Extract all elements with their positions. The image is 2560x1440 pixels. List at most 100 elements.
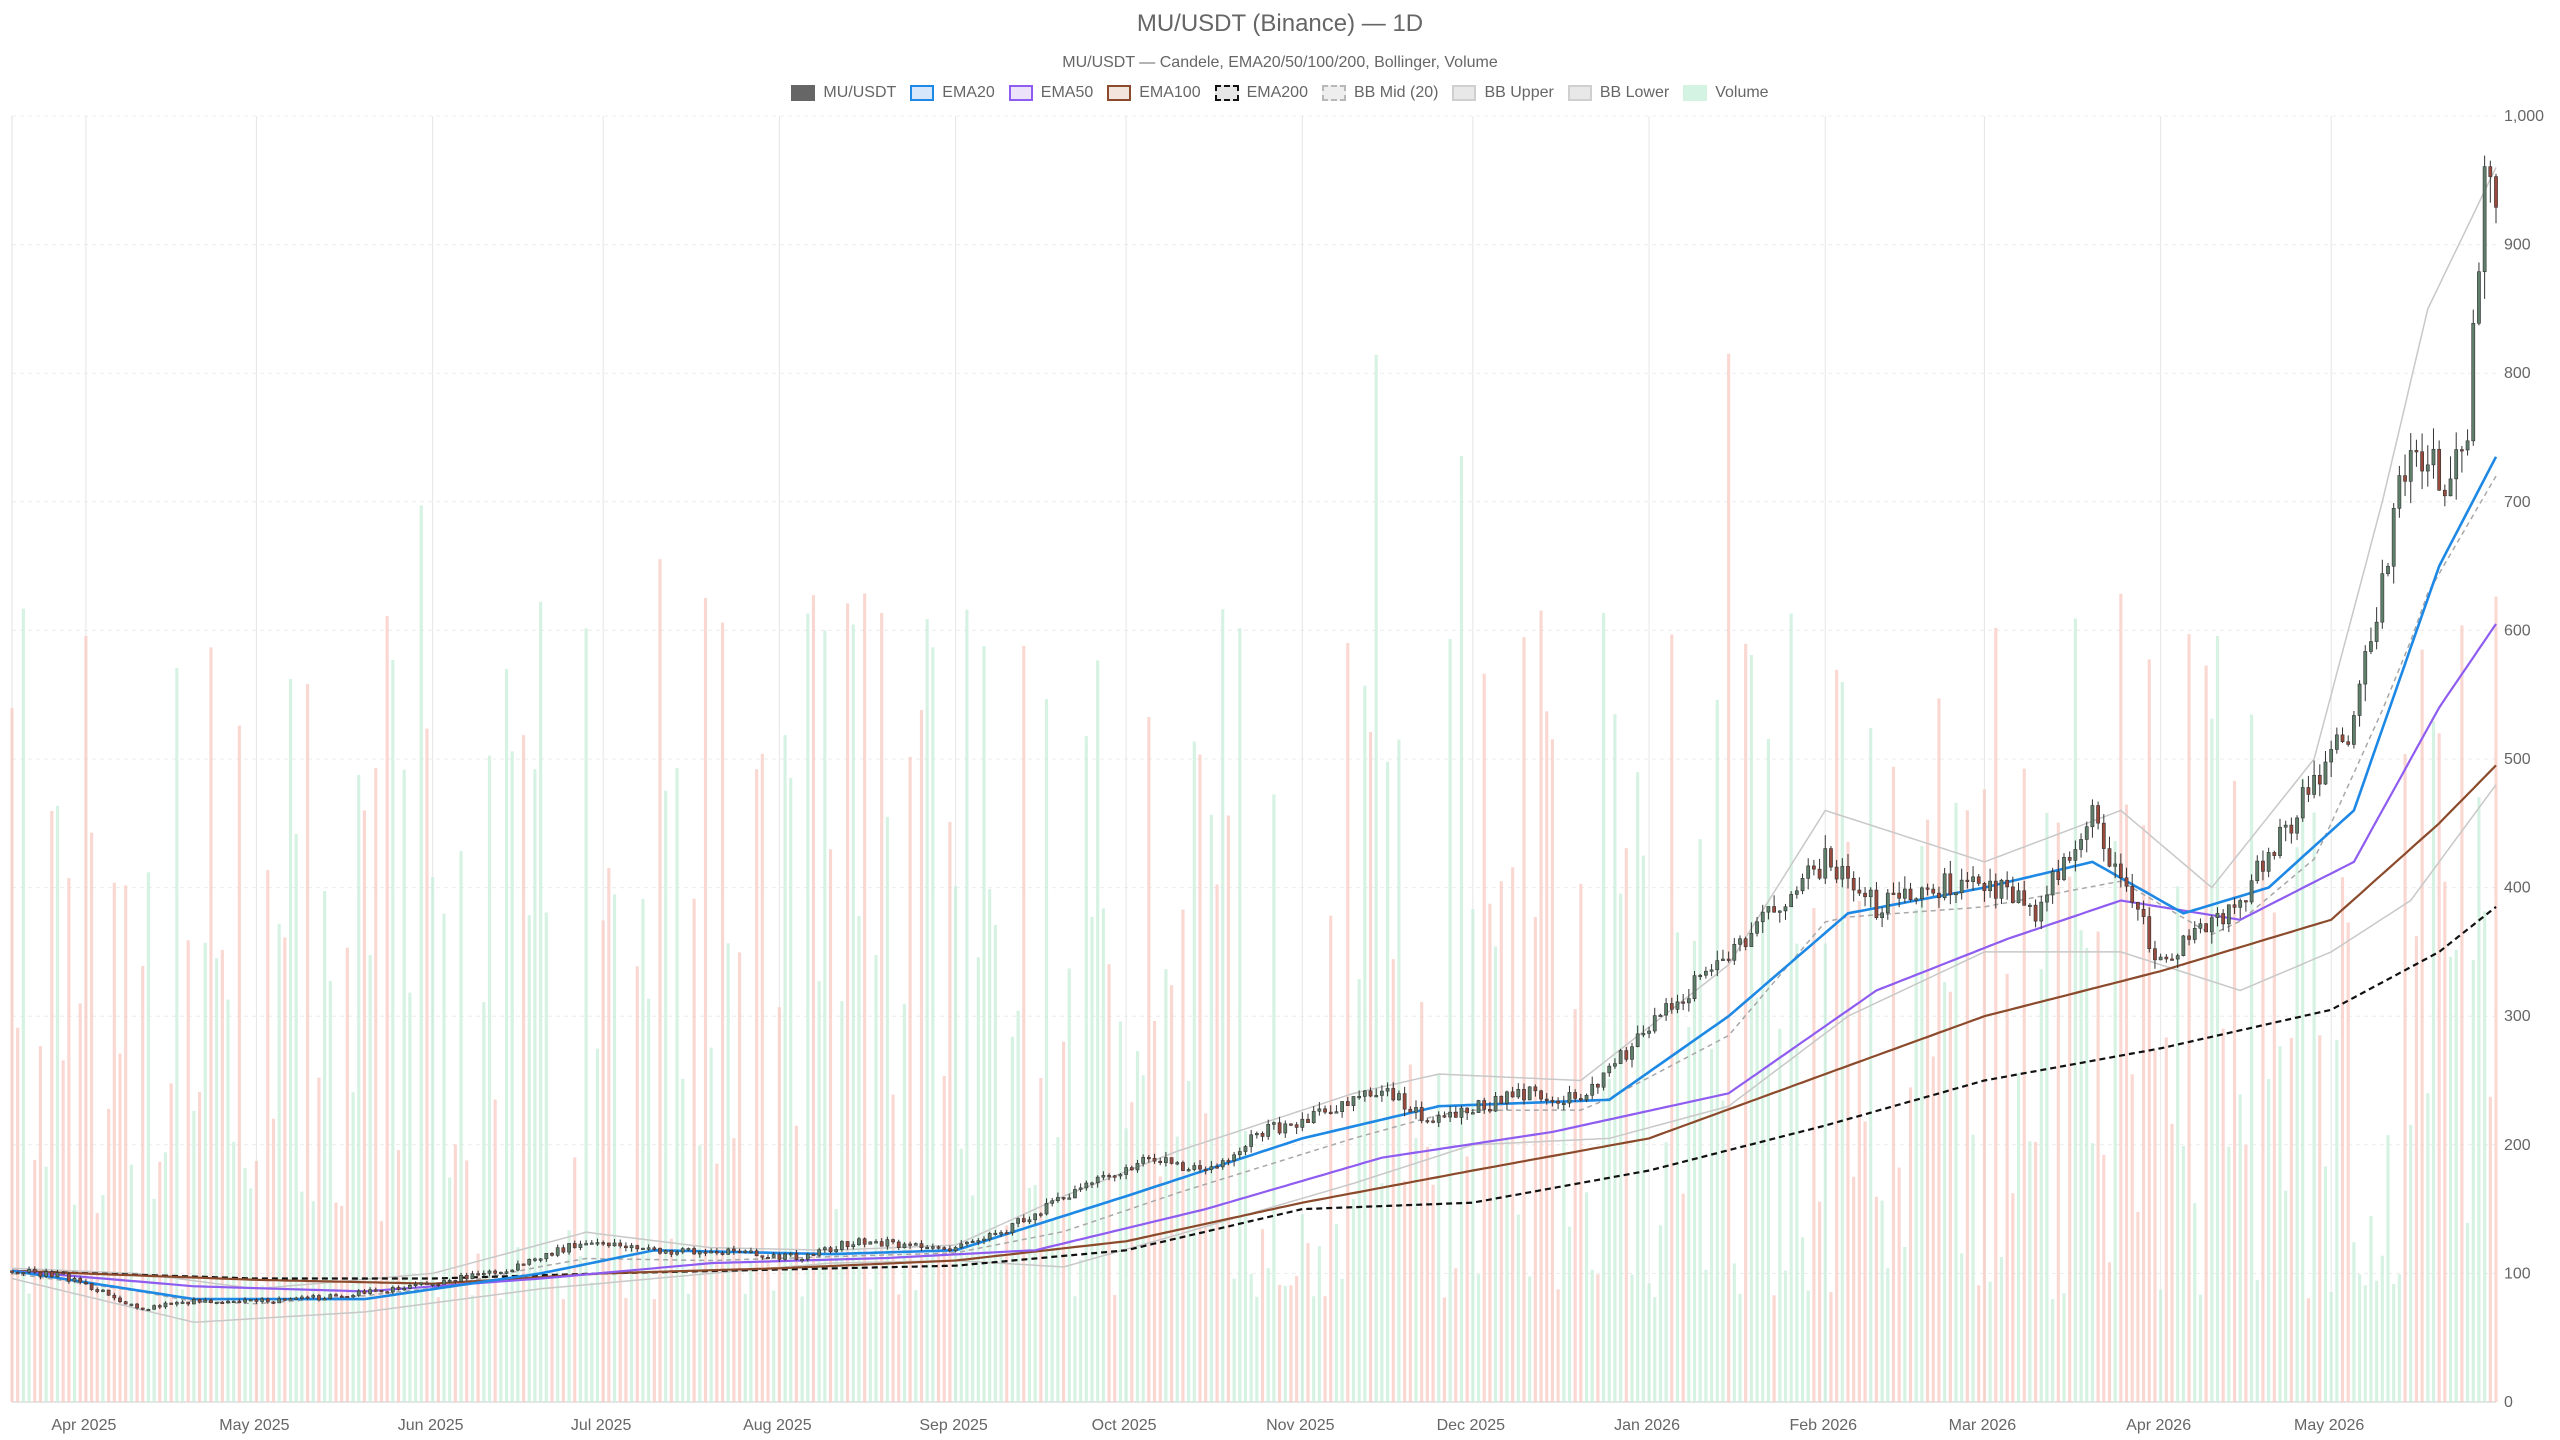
candle-body[interactable]	[2352, 715, 2356, 745]
candle-body[interactable]	[817, 1249, 822, 1256]
candle-body[interactable]	[2198, 923, 2203, 929]
candle-body[interactable]	[646, 1247, 651, 1250]
legend-item[interactable]: EMA50	[1008, 84, 1093, 102]
candle-body[interactable]	[1431, 1120, 1435, 1123]
candle-body[interactable]	[192, 1298, 196, 1305]
candle-body[interactable]	[783, 1253, 787, 1260]
candle-body[interactable]	[601, 1242, 606, 1245]
candle-body[interactable]	[66, 1273, 71, 1282]
candle-body[interactable]	[1874, 889, 1879, 918]
candle-body[interactable]	[1129, 1167, 1134, 1171]
candle-body[interactable]	[339, 1295, 344, 1298]
candle-body[interactable]	[1925, 887, 1930, 890]
candle-body[interactable]	[1783, 906, 1788, 912]
candle-body[interactable]	[936, 1246, 941, 1249]
candle-body[interactable]	[1914, 898, 1919, 901]
candle-body[interactable]	[1641, 1033, 1646, 1036]
candle-body[interactable]	[1470, 1112, 1475, 1115]
candle-body[interactable]	[1425, 1120, 1430, 1123]
candle-body[interactable]	[1902, 888, 1907, 899]
candle-body[interactable]	[1385, 1088, 1390, 1092]
candle-body[interactable]	[55, 1272, 60, 1278]
candle-body[interactable]	[78, 1278, 83, 1283]
candle-body[interactable]	[1209, 1166, 1214, 1170]
candle-body[interactable]	[1510, 1091, 1515, 1098]
candle-body[interactable]	[2244, 900, 2248, 903]
candle-body[interactable]	[1647, 1030, 1651, 1034]
candle-body[interactable]	[788, 1253, 793, 1256]
candle-body[interactable]	[1755, 921, 1759, 934]
candle-body[interactable]	[930, 1246, 935, 1249]
candle-body[interactable]	[2005, 879, 2010, 888]
candle-body[interactable]	[2266, 852, 2271, 872]
candle-body[interactable]	[322, 1298, 327, 1301]
candle-body[interactable]	[2369, 641, 2373, 652]
candle-body[interactable]	[1010, 1223, 1015, 1233]
candle-body[interactable]	[1550, 1100, 1555, 1103]
candle-body[interactable]	[766, 1256, 770, 1260]
candle-body[interactable]	[2442, 489, 2447, 497]
candle-body[interactable]	[811, 1253, 816, 1256]
candle-body[interactable]	[1146, 1157, 1151, 1160]
candle-body[interactable]	[845, 1241, 850, 1248]
candle-body[interactable]	[993, 1232, 998, 1235]
candle-body[interactable]	[1232, 1154, 1236, 1162]
candle-body[interactable]	[1488, 1109, 1492, 1112]
candle-body[interactable]	[2221, 913, 2226, 925]
candle-body[interactable]	[1277, 1122, 1282, 1134]
candle-body[interactable]	[544, 1252, 549, 1260]
candle-body[interactable]	[1397, 1093, 1401, 1101]
candle-body[interactable]	[1289, 1123, 1293, 1126]
candle-body[interactable]	[959, 1243, 964, 1248]
candle-body[interactable]	[2363, 651, 2368, 685]
candle-body[interactable]	[1664, 1003, 1668, 1016]
candle-body[interactable]	[1988, 880, 1992, 892]
candle-body[interactable]	[1419, 1107, 1424, 1121]
candle-body[interactable]	[1692, 975, 1697, 999]
candle-body[interactable]	[1254, 1133, 1259, 1136]
candle-body[interactable]	[1198, 1165, 1202, 1170]
candle-body[interactable]	[1738, 938, 1742, 945]
candle-body[interactable]	[2420, 451, 2424, 472]
candle-body[interactable]	[1260, 1133, 1265, 1137]
candle-body[interactable]	[2062, 857, 2066, 880]
candle-body[interactable]	[317, 1295, 321, 1301]
candle-body[interactable]	[248, 1299, 253, 1302]
candle-body[interactable]	[2045, 894, 2049, 903]
candle-body[interactable]	[186, 1301, 191, 1305]
candle-body[interactable]	[970, 1240, 975, 1243]
candle-body[interactable]	[413, 1283, 418, 1287]
candle-body[interactable]	[2329, 749, 2334, 763]
candle-body[interactable]	[334, 1294, 338, 1297]
candle-body[interactable]	[2170, 958, 2174, 961]
candle-body[interactable]	[1857, 889, 1862, 894]
candle-body[interactable]	[1220, 1160, 1225, 1168]
candle-body[interactable]	[2187, 935, 2191, 940]
candle-body[interactable]	[1573, 1092, 1578, 1099]
candle-body[interactable]	[2028, 904, 2032, 907]
candle-body[interactable]	[1846, 866, 1850, 879]
candle-body[interactable]	[1868, 889, 1873, 898]
candle-body[interactable]	[1971, 876, 1975, 882]
candle-body[interactable]	[2204, 923, 2208, 933]
candle-body[interactable]	[1607, 1065, 1612, 1074]
candle-body[interactable]	[1453, 1111, 1458, 1118]
candle-body[interactable]	[720, 1252, 725, 1255]
legend-item[interactable]: BB Upper	[1452, 84, 1554, 102]
candle-body[interactable]	[1698, 974, 1703, 978]
candle-body[interactable]	[2391, 508, 2396, 567]
candle-body[interactable]	[572, 1243, 577, 1248]
candle-body[interactable]	[1982, 883, 1987, 892]
candle-body[interactable]	[2261, 860, 2265, 872]
candle-body[interactable]	[1681, 1001, 1686, 1004]
candle-body[interactable]	[2153, 948, 2157, 961]
candle-body[interactable]	[538, 1258, 543, 1261]
candle-body[interactable]	[89, 1283, 94, 1290]
candle-body[interactable]	[1164, 1157, 1168, 1163]
legend-item[interactable]: Volume	[1683, 84, 1769, 102]
candle-body[interactable]	[163, 1302, 168, 1308]
candle-body[interactable]	[2056, 871, 2061, 880]
candle-body[interactable]	[999, 1232, 1003, 1235]
candle-body[interactable]	[49, 1271, 54, 1278]
candle-body[interactable]	[2465, 440, 2470, 451]
